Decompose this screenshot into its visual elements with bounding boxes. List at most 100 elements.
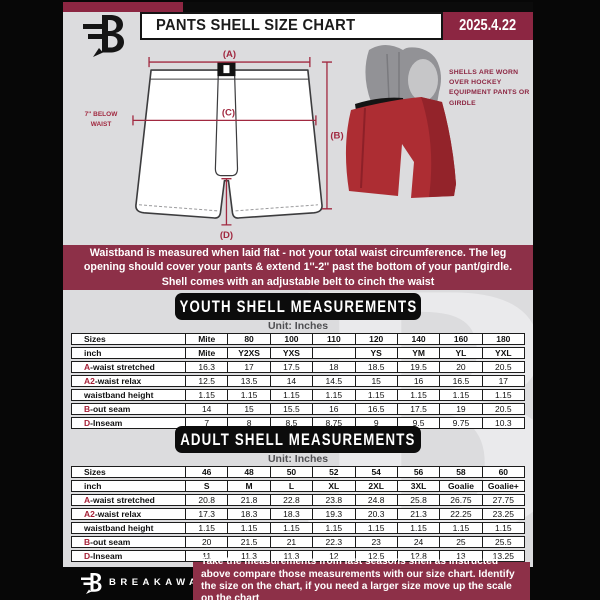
size-cell: 50 [270, 466, 314, 478]
size-cell: 120 [355, 333, 398, 345]
size-cell: 110 [313, 333, 356, 345]
size-cell: 1.15 [270, 522, 314, 534]
size-cell: 25 [440, 536, 483, 548]
measure-line-a [148, 57, 311, 68]
size-cell: 26.75 [440, 494, 483, 506]
size-cell: 18 [313, 361, 356, 373]
size-cell: 1.15 [355, 522, 398, 534]
size-cell: 23 [355, 536, 398, 548]
size-cell: 12.5 [355, 550, 398, 562]
size-cell: 54 [355, 466, 398, 478]
top-maroon-strip [63, 2, 183, 12]
size-cell: L [270, 480, 314, 492]
row-label: waistband height [71, 389, 186, 401]
table-row: B-out seam 14 15 15.5 16 16.5 17.5 19 20.5 [71, 403, 525, 415]
size-cell: 1.15 [270, 389, 314, 401]
size-cell: 1.15 [186, 522, 229, 534]
size-cell: Goalie+ [482, 480, 525, 492]
size-cell: 23.25 [482, 508, 525, 520]
size-cell: 140 [397, 333, 441, 345]
size-cell: 160 [440, 333, 483, 345]
size-cell: 25.5 [482, 536, 525, 548]
size-cell: 3XL [397, 480, 441, 492]
size-cell: 14 [186, 403, 229, 415]
hem-stitch-left [138, 204, 218, 212]
size-cell: 16.5 [440, 375, 483, 387]
size-cell: 11.3 [270, 550, 314, 562]
youth-size-table: Sizes Mite 80 100 110 120 140 160 180 inch Mite Y2X… [71, 331, 525, 431]
size-cell: 17.5 [397, 403, 441, 415]
belt-buckle-slot [223, 65, 230, 74]
row-label: Sizes [71, 466, 186, 478]
size-cell: 10.3 [482, 417, 525, 429]
size-cell: 27.75 [482, 494, 525, 506]
table-row: waistband height 1.15 1.15 1.15 1.15 1.15 1.15… [71, 389, 525, 401]
size-cell: 13.25 [482, 550, 525, 562]
table-row: A-waist stretched 16.3 17 17.5 18 18.5 19.5 20 2… [71, 361, 525, 373]
size-cell: Mite [186, 333, 229, 345]
size-cell: 58 [440, 466, 483, 478]
size-cell: 14 [270, 375, 314, 387]
youth-section-title-box: YOUTH SHELL MEASUREMENTS [175, 293, 421, 320]
footer-brand: BREAKAWAY [80, 571, 210, 594]
size-cell: 12.5 [186, 375, 229, 387]
size-cell: 2XL [355, 480, 398, 492]
size-cell: 17 [228, 361, 271, 373]
size-cell: 23.8 [313, 494, 356, 506]
row-label: inch [71, 480, 186, 492]
size-cell: 22.8 [270, 494, 314, 506]
size-cell: 1.15 [228, 522, 271, 534]
below-waist-note: 7'' BELOW WAIST [84, 111, 118, 128]
measure-label-a: (A) [223, 49, 236, 60]
shell-crease [360, 107, 366, 189]
measure-line-c [132, 115, 317, 126]
size-cell: YM [397, 347, 441, 359]
waistband-info-text: Waistband is measured when laid flat - n… [83, 247, 513, 288]
shell-photo [345, 45, 456, 198]
size-cell: 20.3 [355, 508, 398, 520]
size-cell: 12.8 [397, 550, 441, 562]
measure-label-d: (D) [220, 230, 233, 241]
size-cell: 100 [270, 333, 314, 345]
size-cell: 19 [440, 403, 483, 415]
size-cell: 18.3 [270, 508, 314, 520]
size-cell: 19.5 [397, 361, 441, 373]
row-label: D-Inseam [71, 417, 186, 429]
size-cell: 1.15 [228, 389, 271, 401]
size-cell: YXL [482, 347, 525, 359]
row-label: A-waist stretched [71, 494, 186, 506]
fly-panel [214, 70, 239, 177]
adult-size-table: Sizes 46 48 50 52 54 56 58 60 inch S M L XL 2XL 3XL Goal… [71, 464, 525, 564]
size-cell: 20.8 [186, 494, 229, 506]
shorts-measurement-diagram: (A) (B) (C) (D) [132, 49, 344, 241]
measure-line-b [321, 61, 332, 210]
size-cell: 20.5 [482, 361, 525, 373]
size-cell: 21.5 [228, 536, 271, 548]
size-cell: 11.3 [228, 550, 271, 562]
size-cell: 1.15 [397, 522, 441, 534]
size-cell: 17 [482, 375, 525, 387]
size-cell: 15 [355, 375, 398, 387]
table-row: D-Inseam 7 8 8.5 8.75 9 9.5 9.75 10.3 [71, 417, 525, 429]
row-label: D-Inseam [71, 550, 186, 562]
size-cell: 1.15 [355, 389, 398, 401]
size-cell: 20 [186, 536, 229, 548]
size-cell: 24.8 [355, 494, 398, 506]
size-cell: 15.5 [270, 403, 314, 415]
size-cell: 1.15 [482, 522, 525, 534]
footer-instructions-text: Take the measurements from last seasons … [201, 556, 515, 600]
size-cell: 25.8 [397, 494, 441, 506]
size-cell: 21.8 [228, 494, 271, 506]
unit-label-adult: Unit: Inches [267, 453, 329, 465]
size-cell: Mite [186, 347, 229, 359]
size-cell: 24 [397, 536, 441, 548]
hem-stitch-right [235, 204, 318, 212]
size-cell: M [228, 480, 271, 492]
size-cell: 18.5 [355, 361, 398, 373]
breakaway-logo-icon [83, 15, 124, 57]
size-cell: 21.3 [397, 508, 441, 520]
size-cell: 1.15 [482, 389, 525, 401]
measure-line-d [221, 178, 232, 226]
size-cell: 180 [482, 333, 525, 345]
row-label: waistband height [71, 522, 186, 534]
